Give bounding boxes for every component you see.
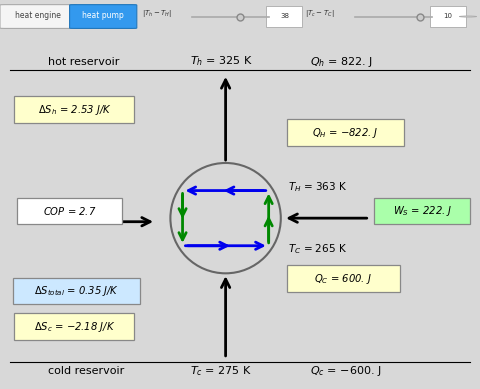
Text: heat pump: heat pump [83,11,124,20]
FancyBboxPatch shape [70,5,137,28]
Text: heat engine: heat engine [15,11,61,20]
Text: cold reservoir: cold reservoir [48,366,124,376]
Text: 38: 38 [280,13,289,19]
Text: $|T_c - T_C|$: $|T_c - T_C|$ [305,9,334,19]
Text: $\Delta S_h$ = 2.53 J/K: $\Delta S_h$ = 2.53 J/K [37,103,111,117]
Text: $Q_H$ = $-$822. J: $Q_H$ = $-$822. J [312,126,379,140]
Circle shape [459,16,477,17]
FancyBboxPatch shape [374,198,470,224]
Text: $\Delta S_{total}$ = 0.35 J/K: $\Delta S_{total}$ = 0.35 J/K [34,284,120,298]
Text: $T_C$ = 265 K: $T_C$ = 265 K [288,242,347,256]
Text: $|T_h - T_H|$: $|T_h - T_H|$ [142,9,172,19]
Text: $T_h$ = 325 K: $T_h$ = 325 K [190,54,252,68]
Text: $Q_c$ = $-$600. J: $Q_c$ = $-$600. J [310,364,381,378]
Text: hot reservoir: hot reservoir [48,56,120,67]
FancyBboxPatch shape [13,278,140,305]
FancyBboxPatch shape [266,6,302,27]
Text: $Q_C$ = 600. J: $Q_C$ = 600. J [314,272,372,286]
Text: $T_H$ = 363 K: $T_H$ = 363 K [288,180,348,194]
FancyBboxPatch shape [17,198,122,224]
FancyBboxPatch shape [0,5,77,28]
Text: $\Delta S_c$ = $-$2.18 J/K: $\Delta S_c$ = $-$2.18 J/K [34,320,115,334]
Text: $COP$ = 2.7: $COP$ = 2.7 [43,205,96,217]
FancyBboxPatch shape [14,96,134,123]
FancyBboxPatch shape [430,6,466,27]
Text: 10: 10 [444,13,452,19]
FancyBboxPatch shape [287,265,399,292]
Text: $T_c$ = 275 K: $T_c$ = 275 K [190,364,252,378]
Text: $W_S$ = 222. J: $W_S$ = 222. J [393,204,452,218]
Text: $Q_h$ = 822. J: $Q_h$ = 822. J [310,54,372,68]
FancyBboxPatch shape [14,314,134,340]
FancyBboxPatch shape [287,119,404,146]
